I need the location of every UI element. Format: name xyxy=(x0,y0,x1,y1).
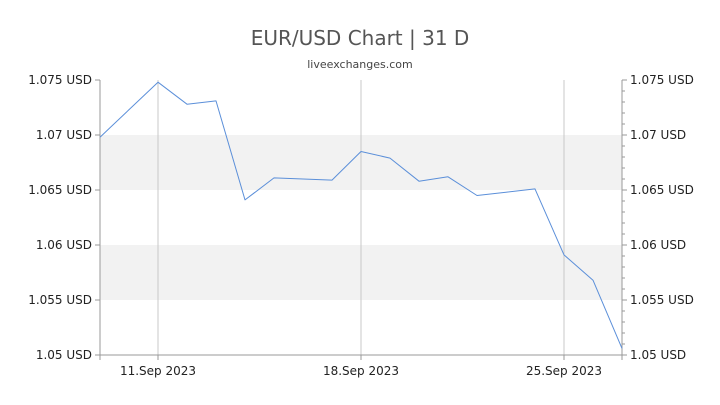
x-tick-label: 25.Sep 2023 xyxy=(526,364,602,378)
y-tick-label: 1.065 USD xyxy=(630,183,694,197)
y-axis-right-ticks: 1.075 USD 1.07 USD 1.065 USD 1.06 USD 1.055 … xyxy=(622,73,694,362)
y-tick-label: 1.055 USD xyxy=(630,293,694,307)
vertical-gridlines xyxy=(157,80,565,355)
y-axis-right-minor-ticks xyxy=(622,79,625,356)
y-tick-label: 1.065 USD xyxy=(28,183,92,197)
series-line xyxy=(99,81,623,349)
x-tick-label: 11.Sep 2023 xyxy=(120,364,196,378)
y-tick-label: 1.06 USD xyxy=(630,238,686,252)
y-tick-label: 1.055 USD xyxy=(28,293,92,307)
y-tick-label: 1.05 USD xyxy=(630,348,686,362)
x-tick-label: 18.Sep 2023 xyxy=(323,364,399,378)
chart-title: EUR/USD Chart | 31 D xyxy=(250,26,470,50)
y-tick-label: 1.06 USD xyxy=(36,238,92,252)
y-tick-label: 1.07 USD xyxy=(36,128,92,142)
y-tick-label: 1.05 USD xyxy=(36,348,92,362)
chart-subtitle: liveexchanges.com xyxy=(307,58,413,71)
y-tick-label: 1.075 USD xyxy=(630,73,694,87)
y-tick-label: 1.07 USD xyxy=(630,128,686,142)
x-axis-ticks: 11.Sep 2023 18.Sep 2023 25.Sep 2023 xyxy=(120,355,602,378)
y-tick-label: 1.075 USD xyxy=(28,73,92,87)
series-group xyxy=(99,81,623,349)
y-axis-left-ticks: 1.075 USD 1.07 USD 1.065 USD 1.06 USD 1.055 … xyxy=(28,73,100,362)
